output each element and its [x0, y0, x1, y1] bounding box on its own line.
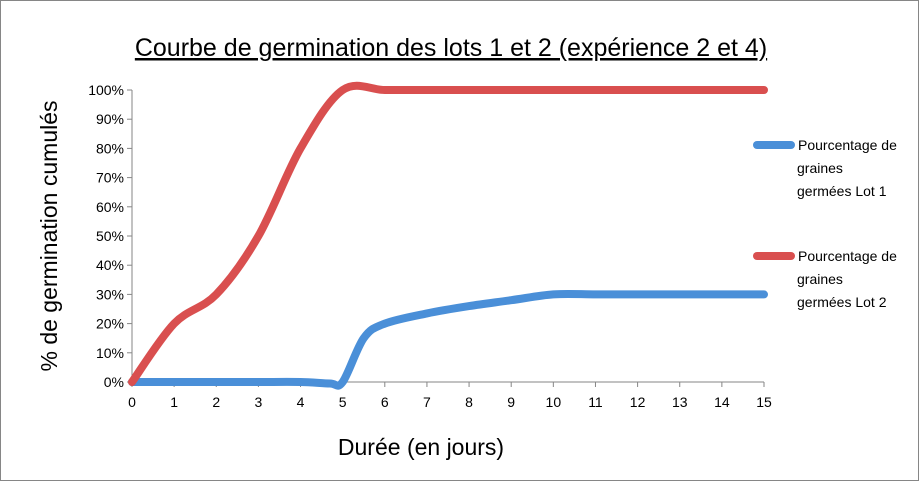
x-tick-label: 11	[588, 394, 603, 410]
series-lines	[128, 81, 768, 390]
x-tick-label: 7	[423, 394, 431, 410]
x-tick-label: 3	[255, 394, 263, 410]
y-tick-label: 30%	[96, 286, 124, 302]
x-tick-label: 8	[465, 394, 473, 410]
x-tick-label: 2	[212, 394, 220, 410]
series-line-lot-1	[128, 289, 768, 390]
x-tick-label: 5	[339, 394, 347, 410]
series-line-lot-2	[128, 81, 768, 386]
y-tick-label: 80%	[96, 140, 124, 156]
y-axis-title: % de germination cumulés	[36, 100, 62, 371]
x-tick-label: 9	[507, 394, 515, 410]
x-axis-title: Durée (en jours)	[338, 434, 504, 460]
axes	[127, 89, 765, 387]
legend-label-lot-2: Pourcentage de graines germées Lot 2	[797, 248, 897, 310]
y-tick-label: 70%	[96, 170, 124, 186]
x-tick-label: 0	[128, 394, 136, 410]
x-tick-label: 14	[714, 394, 730, 410]
x-tick-label: 10	[546, 394, 562, 410]
x-tick-label: 13	[672, 394, 688, 410]
y-tick-label: 40%	[96, 257, 124, 273]
y-tick-label: 60%	[96, 199, 124, 215]
x-tick-label: 6	[381, 394, 389, 410]
y-tick-label: 10%	[96, 345, 124, 361]
x-tick-label: 12	[630, 394, 646, 410]
legend-label-lot-1: Pourcentage de graines germées Lot 1	[797, 137, 897, 199]
y-tick-label: 0%	[104, 374, 124, 390]
x-tick-label: 1	[170, 394, 178, 410]
y-tick-label: 50%	[96, 228, 124, 244]
y-tick-label: 20%	[96, 316, 124, 332]
x-tick-label: 15	[756, 394, 772, 410]
x-tick-label: 4	[297, 394, 305, 410]
y-tick-label: 90%	[96, 111, 124, 127]
tick-labels: 0%10%20%30%40%50%60%70%80%90%100%0 1 2 3 4 5 6…	[88, 82, 772, 410]
y-tick-label: 100%	[88, 82, 124, 98]
chart-title: Courbe de germination des lots 1 et 2 (e…	[135, 34, 767, 62]
legend: Pourcentage de graines germées Lot 1 Pource…	[753, 137, 897, 310]
